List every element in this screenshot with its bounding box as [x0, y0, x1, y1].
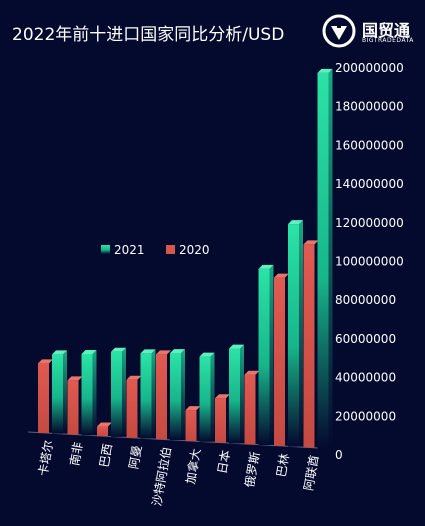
- bar-2021-8: [288, 224, 299, 447]
- bar-2021-side-6: [240, 344, 244, 444]
- bar-2021-side-0: [63, 350, 67, 434]
- bar-2020-2: [97, 426, 108, 437]
- category-label: 沙特阿拉伯: [149, 446, 174, 508]
- bar-2020-7: [244, 374, 256, 445]
- bars-layer: [38, 68, 333, 449]
- bar-2021-9: [317, 72, 329, 449]
- bar-2021-3: [140, 353, 152, 439]
- brand-mark-icon: [322, 14, 356, 48]
- y-tick-label: 100000000: [335, 255, 404, 269]
- category-label: 加拿大: [182, 447, 203, 485]
- bar-2020-4: [156, 354, 167, 440]
- bar-2020-3: [126, 379, 138, 438]
- bar-2021-side-8: [299, 220, 303, 447]
- category-label: 俄罗斯: [242, 451, 262, 489]
- bar-2021-1: [81, 354, 93, 436]
- category-label: 卡塔尔: [35, 439, 56, 477]
- bar-2021-top-5: [199, 352, 215, 357]
- bar-2021-0: [52, 354, 63, 434]
- category-label: 阿曼: [126, 444, 144, 470]
- y-tick-label: 60000000: [335, 332, 396, 346]
- bar-2020-9: [303, 244, 315, 448]
- chart-legend: 2021 2020: [101, 243, 210, 257]
- bar-2021-top-6: [229, 344, 244, 349]
- brand-name: 国贸通: [362, 21, 411, 40]
- bar-2021-side-9: [328, 68, 333, 449]
- bar-2020-top-2: [97, 422, 112, 427]
- y-tick-label: 40000000: [335, 371, 396, 385]
- bar-2021-side-1: [92, 350, 97, 436]
- bar-2020-top-8: [274, 273, 289, 278]
- bar-2020-top-3: [126, 375, 142, 380]
- bar-2020-top-5: [185, 406, 201, 411]
- bar-2020-8: [274, 277, 285, 446]
- bar-2020-1: [67, 380, 79, 435]
- bar-2020-top-1: [67, 376, 83, 381]
- bar-2021-side-5: [210, 352, 215, 442]
- legend-swatch-2021: [101, 245, 110, 254]
- bar-2021-7: [258, 268, 270, 446]
- bar-2020-top-6: [215, 394, 230, 399]
- bar-2021-top-0: [52, 350, 67, 355]
- y-tick-label: 0: [335, 448, 343, 462]
- y-tick-label: 80000000: [335, 293, 396, 307]
- bar-2021-top-1: [81, 350, 97, 355]
- y-tick-label: 200000000: [335, 61, 404, 75]
- bar-2021-top-7: [258, 264, 274, 269]
- bar-2021-side-7: [269, 264, 274, 446]
- y-tick-label: 140000000: [335, 177, 404, 191]
- y-tick-label: 180000000: [335, 100, 404, 114]
- category-label: 巴西: [97, 442, 115, 468]
- legend-label-2021: 2021: [114, 243, 145, 257]
- brand-logo: 国贸通 BIGTRADEDATA: [322, 14, 422, 50]
- bar-2021-top-4: [170, 349, 185, 354]
- bar-2021-top-2: [111, 347, 126, 352]
- bar-2021-side-4: [181, 349, 185, 441]
- bar-2021-2: [111, 351, 122, 437]
- bar-2021-5: [199, 356, 211, 442]
- chart-title: 2022年前十进口国家同比分析/USD: [12, 25, 285, 45]
- bar-2020-6: [215, 398, 226, 443]
- y-tick-label: 160000000: [335, 138, 404, 152]
- legend-label-2020: 2020: [179, 243, 210, 257]
- bar-2020-top-9: [303, 240, 319, 245]
- bar-2020-top-0: [38, 359, 53, 364]
- category-label: 南非: [67, 441, 86, 467]
- legend-swatch-2020: [166, 245, 175, 254]
- bar-2020-top-4: [156, 350, 171, 355]
- bar-2021-4: [170, 353, 181, 441]
- bar-2021-top-8: [288, 220, 303, 225]
- bar-2020-top-7: [244, 370, 260, 375]
- bar-2021-side-2: [122, 347, 126, 437]
- bar-2021-6: [229, 348, 240, 444]
- y-tick-label: 20000000: [335, 409, 396, 423]
- bar-2021-side-3: [151, 349, 156, 439]
- category-label: 日本: [215, 449, 233, 475]
- bar-2021-top-3: [140, 349, 156, 354]
- category-label: 阿联酋: [300, 454, 321, 492]
- category-label: 巴林: [274, 452, 292, 478]
- y-tick-label: 120000000: [335, 216, 404, 230]
- bar-2020-5: [185, 410, 197, 442]
- bar-2021-top-9: [317, 68, 333, 73]
- brand-subtitle: BIGTRADEDATA: [362, 37, 414, 44]
- bar-2020-0: [38, 363, 49, 433]
